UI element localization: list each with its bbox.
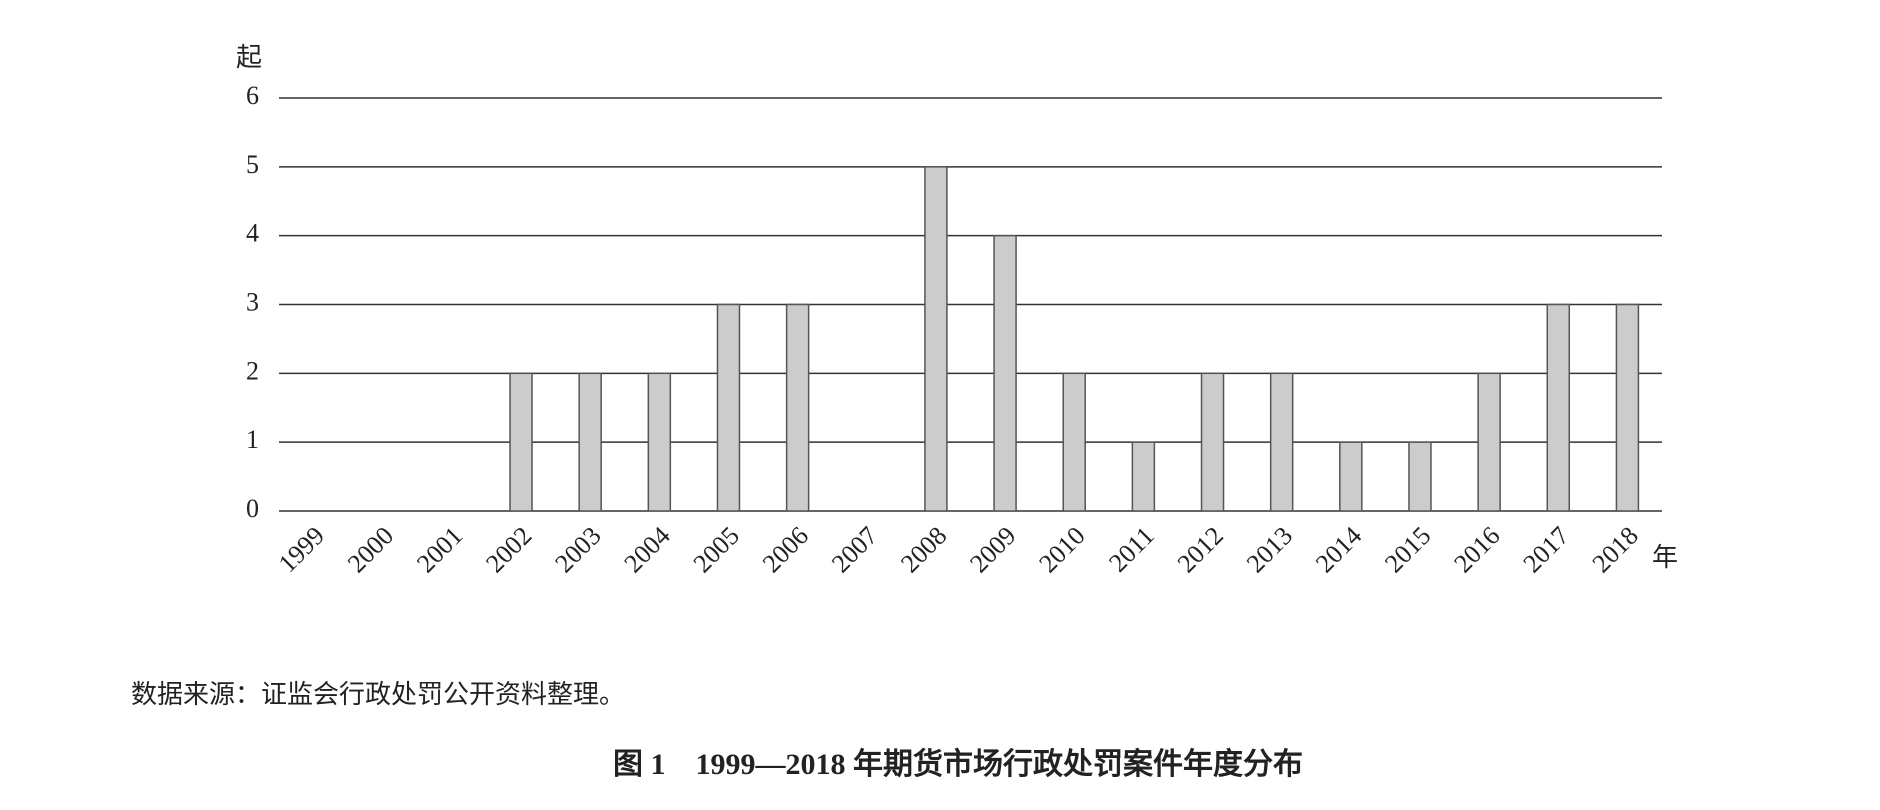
x-tick-label: 2009 [964,521,1021,578]
x-tick-label: 2004 [619,521,676,578]
bar [924,166,948,512]
bar [785,303,810,512]
source-note: 数据来源：证监会行政处罚公开资料整理。 [131,680,625,709]
bar [1200,372,1225,512]
x-tick-label: 2013 [1241,521,1298,578]
x-tick-label: 2010 [1033,521,1090,578]
bar [1131,441,1156,512]
bar [1615,303,1640,512]
x-tick-label: 2000 [342,521,399,578]
x-tick-label: 2005 [688,521,745,578]
chart-caption: 图 1 1999—2018 年期货市场行政处罚案件年度分布 [613,747,1303,781]
y-tick-label: 6 [246,81,259,110]
x-tick-label: 2008 [895,521,952,578]
x-tick-label: 2015 [1379,521,1436,578]
bar [509,372,533,512]
x-tick-label: 2012 [1172,521,1229,578]
bar [716,303,741,512]
bar [1546,303,1571,512]
bar [1062,372,1086,512]
bar [1408,441,1432,512]
x-tick-label: 2017 [1517,521,1574,578]
x-tick-label: 2014 [1310,521,1367,578]
x-tick-label: 2006 [757,521,814,578]
y-tick-label: 4 [246,219,259,248]
x-tick-label: 2003 [549,521,606,578]
y-tick-label: 5 [246,150,259,179]
x-tick-label: 2018 [1587,521,1644,578]
x-tick-label: 2007 [826,521,883,578]
x-axis-label: 年 [1652,543,1678,572]
bar [1339,441,1363,512]
x-tick-label: 1999 [273,521,330,578]
y-axis-label: 起 [236,43,262,72]
x-tick-label: 2002 [480,521,537,578]
x-tick-label: 2016 [1448,521,1505,578]
y-tick-label: 3 [246,287,259,316]
bar [647,372,672,512]
x-tick-label: 2001 [411,521,468,578]
x-tick-label: 2011 [1103,521,1160,578]
y-tick-label: 1 [246,425,259,454]
bar [578,372,602,512]
bar [1269,372,1294,512]
bar [1477,372,1501,512]
y-tick-label: 2 [246,356,259,385]
bar [993,234,1017,512]
y-tick-label: 0 [246,494,259,523]
